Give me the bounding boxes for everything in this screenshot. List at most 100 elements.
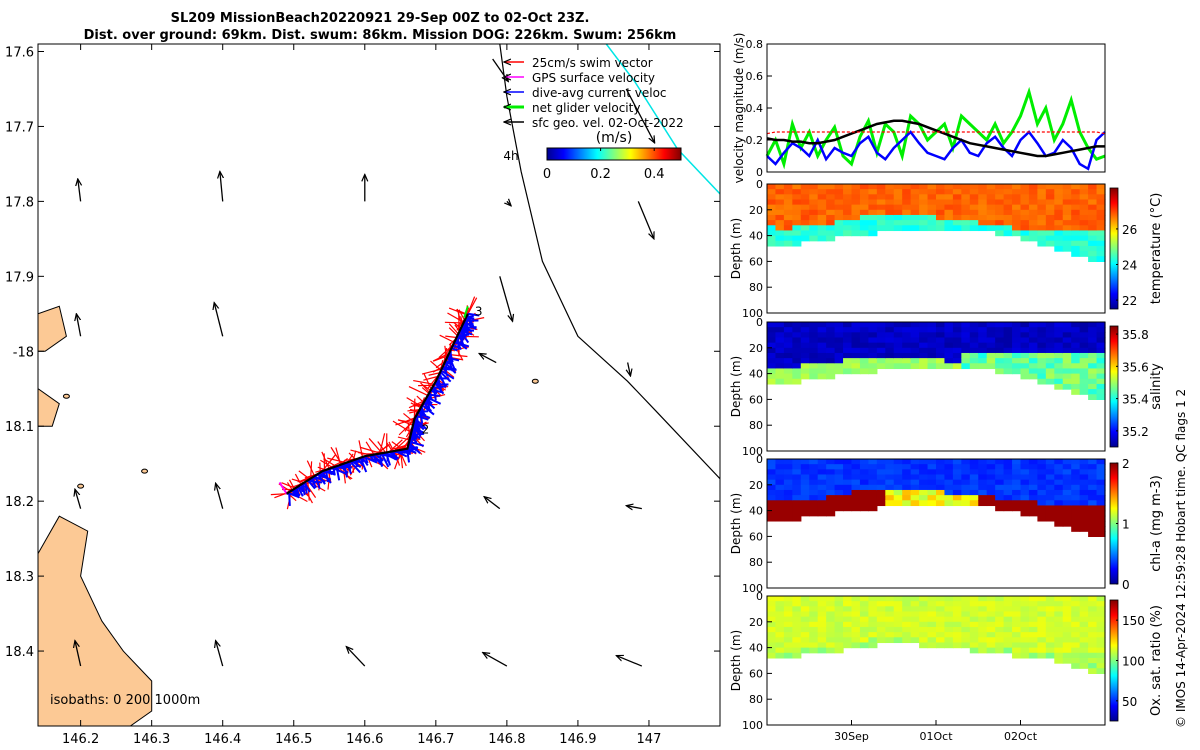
y-tick-label: 0 [756,316,763,329]
section-cell [826,459,836,465]
section-cell [843,495,853,501]
section-cell [1088,358,1098,364]
dive-vector [295,487,300,496]
section-cell [876,489,886,496]
section-cell [978,322,988,328]
section-cell [910,495,920,501]
section-cell [1012,596,1022,602]
section-cell [919,225,929,232]
section-cell [851,616,861,623]
section-cell [919,500,929,507]
swim-vector [368,438,383,454]
section-cell [1096,621,1106,628]
y-tick-label: 0.2 [746,134,764,147]
section-cell [885,616,895,623]
section-cell [902,347,912,354]
section-cell [961,199,971,206]
section-cell [1028,209,1038,216]
section-cell [843,484,853,491]
section-cell [919,596,929,602]
section-cell [800,230,810,237]
section-cell [767,505,777,512]
section-cell [1062,479,1072,486]
section-cell [876,606,886,613]
section-cell [1079,352,1089,359]
section-cell [817,621,827,628]
section-cell [1037,209,1047,216]
section-cell [800,220,810,226]
section-cell [1045,327,1055,333]
section-cell [885,637,895,644]
section-cell [809,337,819,344]
section-cell [944,204,954,211]
section-cell [919,184,929,190]
section-cell [1012,632,1022,638]
section-cell [834,495,844,501]
section-cell [834,489,844,496]
swim-vector [467,296,476,315]
y-tick-label: 60 [749,393,763,406]
section-cell [893,352,903,359]
geo-vector-3 [76,314,82,337]
section-cell [1045,500,1055,507]
section-cell [1028,484,1038,491]
section-cell [1088,515,1098,522]
section-cell [800,199,810,206]
section-cell [1012,505,1022,512]
section-cell [961,500,971,507]
section-cell [1096,389,1106,395]
section-cell [851,189,861,195]
section-cell [775,337,785,344]
section-cell [927,327,937,333]
section-cell [902,464,912,470]
section-cell [876,464,886,470]
section-cell [944,495,954,501]
section-cell [936,337,946,344]
section-cell [1003,474,1013,481]
section-cell [969,184,979,190]
section-cell [868,637,878,644]
section-cell [961,479,971,486]
x-tick-label: 146.5 [275,732,312,747]
section-cell [1028,220,1038,226]
section-cell [1079,368,1089,375]
section-cell [927,469,937,476]
section-cell [1045,332,1055,339]
section-cell [775,373,785,380]
section-cell [986,596,996,602]
section-cell [767,642,777,649]
section-cell [902,616,912,623]
section-cell [792,469,802,476]
section-cell [1003,214,1013,221]
legend-entry: dive-avg current veloc [532,86,667,100]
section-cell [1045,240,1055,247]
section-cell [995,199,1005,206]
section-cell [952,495,962,501]
section-cell [902,459,912,465]
section-cell [817,495,827,501]
geo-vector-10 [483,653,508,667]
swim-vector [409,410,420,414]
section-cell [792,322,802,328]
section-cell [1062,611,1072,618]
section-cell [1079,596,1089,602]
section-cell [1079,235,1089,242]
section-cell [868,322,878,328]
section-cell [843,464,853,470]
section-cell [1020,189,1030,195]
section-cell [1012,194,1022,201]
section-cell [961,495,971,501]
section-cell [817,327,827,333]
section-cell [826,484,836,491]
section-cell [826,337,836,344]
section-cell [1003,332,1013,339]
swim-vector [392,420,412,434]
section-cell [893,214,903,221]
swim-vector [294,473,302,485]
section-cell [868,194,878,201]
section-cell [1079,647,1089,654]
section-cell [876,596,886,602]
section-cell [851,230,861,237]
section-cell [817,647,827,654]
section-cell [1071,647,1081,654]
